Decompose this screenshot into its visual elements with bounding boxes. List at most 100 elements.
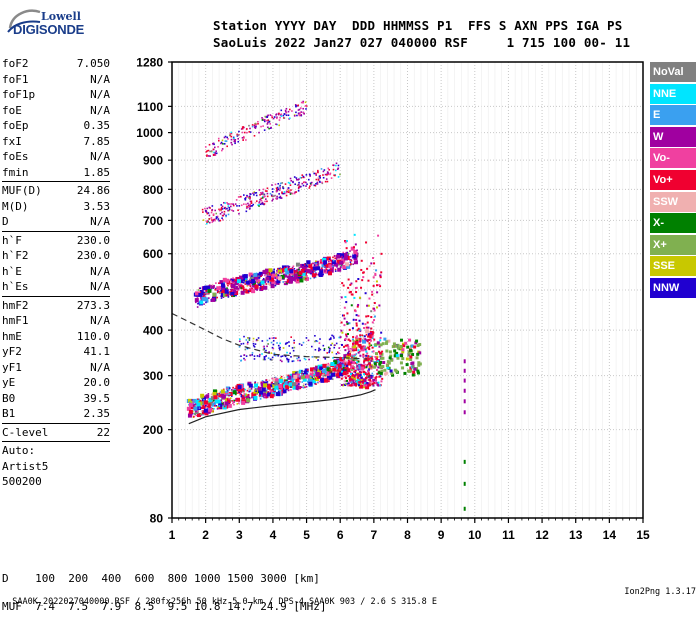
echo-point <box>222 218 224 221</box>
echo-point <box>339 173 341 176</box>
echo-point <box>352 254 357 259</box>
echo-point <box>284 109 287 112</box>
echo-point <box>273 116 276 118</box>
echo-point <box>373 307 376 310</box>
echo-point <box>318 349 320 351</box>
echo-point <box>302 107 304 110</box>
param-value: 0.35 <box>83 119 111 132</box>
echo-point <box>294 269 297 272</box>
echo-point <box>234 287 237 290</box>
echo-point <box>362 271 365 274</box>
echo-point <box>284 183 287 185</box>
echo-point <box>353 383 356 386</box>
echo-point <box>232 204 235 207</box>
echo-point <box>366 321 369 324</box>
echo-point <box>416 344 420 348</box>
echo-point <box>298 112 300 115</box>
echo-point <box>380 369 384 373</box>
echo-point <box>193 405 195 408</box>
echo-point <box>255 125 257 128</box>
echo-point <box>303 370 308 375</box>
echo-point <box>380 380 383 383</box>
echo-point <box>299 385 302 388</box>
echo-point <box>272 339 275 342</box>
echo-point <box>367 379 370 381</box>
echo-point <box>266 200 268 203</box>
echo-point <box>363 359 366 362</box>
echo-point <box>326 256 331 261</box>
echo-point <box>261 380 264 382</box>
echo-point <box>371 372 374 375</box>
echo-point <box>258 202 260 204</box>
echo-point <box>275 378 280 383</box>
echo-point <box>236 403 239 405</box>
echo-point <box>265 379 268 381</box>
echo-point <box>315 371 320 376</box>
echo-point <box>351 356 354 359</box>
echo-point <box>283 387 286 390</box>
echo-point <box>288 345 291 347</box>
echo-point <box>348 328 351 331</box>
echo-point <box>267 126 269 129</box>
echo-point <box>315 260 317 263</box>
echo-point <box>261 197 264 199</box>
echo-point <box>298 343 301 345</box>
echo-point <box>297 109 300 111</box>
echo-point <box>230 278 233 281</box>
echo-point <box>237 387 242 392</box>
echo-point <box>417 361 421 365</box>
param-key: fxI <box>2 134 22 148</box>
echo-point <box>295 105 297 108</box>
param-value: 7.85 <box>83 134 111 148</box>
echo-point <box>215 212 218 215</box>
echo-point <box>279 376 282 379</box>
echo-point <box>231 284 236 289</box>
echo-point <box>350 368 353 371</box>
echo-point <box>224 135 227 138</box>
echo-point <box>325 178 328 180</box>
footer-version: Ion2Png 1.3.17 <box>624 587 696 597</box>
echo-point <box>373 362 377 366</box>
echo-point <box>208 407 213 412</box>
echo-point <box>381 356 385 360</box>
echo-point <box>371 335 374 338</box>
echo-point <box>305 108 307 110</box>
echo-point <box>315 375 318 377</box>
echo-point <box>240 285 245 290</box>
echo-point <box>186 406 191 411</box>
echo-point <box>262 203 264 205</box>
echo-point <box>356 337 359 340</box>
echo-point <box>266 270 271 275</box>
echo-point <box>367 370 370 373</box>
echo-point <box>282 273 287 278</box>
param-row: h`F 230.0 <box>2 233 110 249</box>
echo-point <box>211 297 216 302</box>
echo-point <box>367 326 370 329</box>
echo-point <box>333 371 336 374</box>
echo-point <box>359 328 362 331</box>
echo-point <box>263 390 268 395</box>
echo-point <box>310 371 313 374</box>
echo-point <box>256 339 259 342</box>
echo-point <box>313 374 315 377</box>
echo-point <box>353 366 356 368</box>
echo-point <box>219 285 224 290</box>
echo-point <box>239 285 241 288</box>
echo-point <box>296 114 298 117</box>
echo-point <box>274 385 279 390</box>
echo-point <box>251 124 254 126</box>
echo-point <box>368 297 371 300</box>
echo-point <box>312 367 317 372</box>
x-tick-label: 11 <box>502 528 515 542</box>
echo-point <box>339 361 342 364</box>
echo-point <box>231 388 234 391</box>
echo-point <box>249 200 252 203</box>
echo-point <box>366 267 369 270</box>
echo-point <box>360 347 365 352</box>
echo-point <box>379 375 382 378</box>
echo-point <box>228 293 231 295</box>
echo-point <box>247 388 250 390</box>
echo-point <box>259 192 262 194</box>
echo-point <box>216 286 221 291</box>
echo-point <box>354 243 357 246</box>
